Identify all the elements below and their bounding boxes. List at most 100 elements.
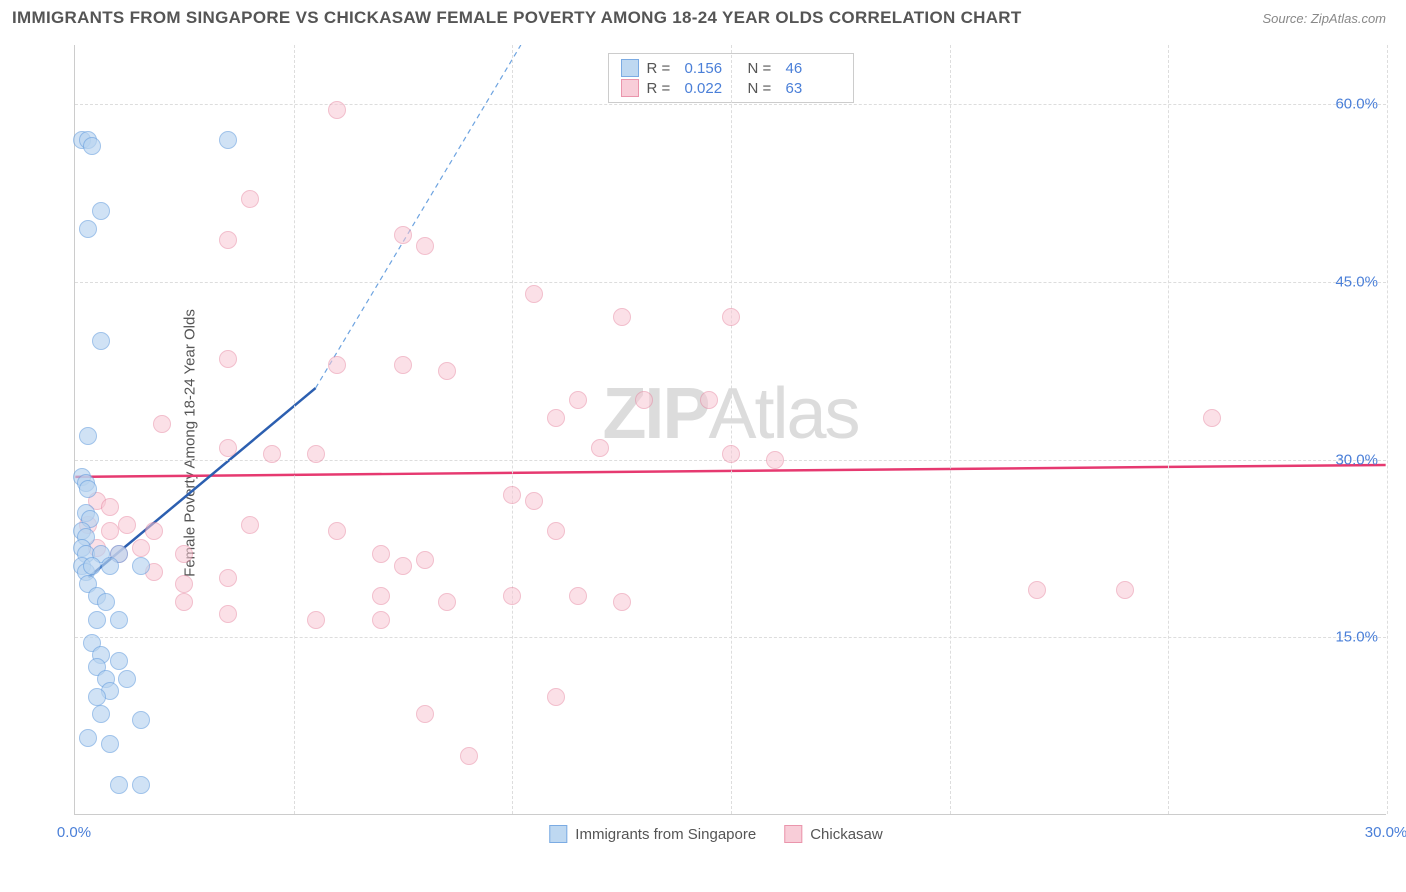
gridline-v — [1168, 45, 1169, 814]
source-label: Source: ZipAtlas.com — [1262, 11, 1386, 26]
swatch-series-2b — [784, 825, 802, 843]
legend-item-1: Immigrants from Singapore — [549, 825, 756, 843]
data-point — [722, 308, 740, 326]
data-point — [92, 332, 110, 350]
data-point — [569, 391, 587, 409]
data-point — [525, 285, 543, 303]
data-point — [79, 480, 97, 498]
data-point — [219, 605, 237, 623]
data-point — [263, 445, 281, 463]
data-point — [83, 557, 101, 575]
legend-label-1: Immigrants from Singapore — [575, 826, 756, 843]
data-point — [547, 522, 565, 540]
data-point — [219, 569, 237, 587]
data-point — [132, 776, 150, 794]
data-point — [145, 522, 163, 540]
data-point — [416, 705, 434, 723]
data-point — [97, 593, 115, 611]
data-point — [394, 356, 412, 374]
data-point — [1203, 409, 1221, 427]
y-tick: 30.0% — [1335, 451, 1378, 468]
data-point — [438, 362, 456, 380]
y-tick: 45.0% — [1335, 273, 1378, 290]
legend-label-2: Chickasaw — [810, 826, 883, 843]
data-point — [101, 498, 119, 516]
data-point — [591, 439, 609, 457]
data-point — [372, 587, 390, 605]
data-point — [416, 237, 434, 255]
data-point — [92, 202, 110, 220]
legend-item-2: Chickasaw — [784, 825, 883, 843]
gridline-v — [512, 45, 513, 814]
data-point — [416, 551, 434, 569]
data-point — [394, 557, 412, 575]
data-point — [1028, 581, 1046, 599]
x-tick-1: 30.0% — [1365, 824, 1406, 841]
gridline-v — [1387, 45, 1388, 814]
data-point — [328, 101, 346, 119]
chart-title: IMMIGRANTS FROM SINGAPORE VS CHICKASAW F… — [12, 8, 1022, 28]
data-point — [110, 776, 128, 794]
data-point — [79, 729, 97, 747]
data-point — [547, 688, 565, 706]
data-point — [460, 747, 478, 765]
data-point — [132, 557, 150, 575]
data-point — [328, 356, 346, 374]
data-point — [438, 593, 456, 611]
gridline-v — [294, 45, 295, 814]
x-tick-0: 0.0% — [57, 824, 91, 841]
data-point — [219, 231, 237, 249]
y-tick: 15.0% — [1335, 629, 1378, 646]
data-point — [219, 131, 237, 149]
data-point — [175, 545, 193, 563]
data-point — [635, 391, 653, 409]
data-point — [88, 688, 106, 706]
data-point — [613, 308, 631, 326]
data-point — [503, 486, 521, 504]
data-point — [92, 705, 110, 723]
data-point — [175, 593, 193, 611]
data-point — [722, 445, 740, 463]
data-point — [1116, 581, 1134, 599]
data-point — [241, 516, 259, 534]
data-point — [569, 587, 587, 605]
data-point — [372, 611, 390, 629]
data-point — [241, 190, 259, 208]
data-point — [766, 451, 784, 469]
data-point — [118, 516, 136, 534]
data-point — [110, 611, 128, 629]
data-point — [79, 220, 97, 238]
swatch-series-1 — [621, 59, 639, 77]
data-point — [547, 409, 565, 427]
data-point — [394, 226, 412, 244]
data-point — [83, 137, 101, 155]
data-point — [503, 587, 521, 605]
data-point — [101, 735, 119, 753]
data-point — [175, 575, 193, 593]
swatch-series-1b — [549, 825, 567, 843]
data-point — [88, 611, 106, 629]
swatch-series-2 — [621, 79, 639, 97]
data-point — [101, 557, 119, 575]
data-point — [219, 350, 237, 368]
data-point — [101, 522, 119, 540]
gridline-v — [950, 45, 951, 814]
data-point — [307, 611, 325, 629]
data-point — [700, 391, 718, 409]
data-point — [118, 670, 136, 688]
y-tick: 60.0% — [1335, 96, 1378, 113]
data-point — [525, 492, 543, 510]
data-point — [372, 545, 390, 563]
data-point — [79, 427, 97, 445]
gridline-v — [731, 45, 732, 814]
data-point — [110, 652, 128, 670]
data-point — [328, 522, 346, 540]
data-point — [153, 415, 171, 433]
header: IMMIGRANTS FROM SINGAPORE VS CHICKASAW F… — [0, 0, 1406, 36]
data-point — [613, 593, 631, 611]
legend-series: Immigrants from Singapore Chickasaw — [549, 825, 882, 843]
plot-area: ZIPAtlas R = 0.156 N = 46 R = 0.022 N = … — [74, 45, 1386, 815]
chart-container: Female Poverty Among 18-24 Year Olds ZIP… — [46, 40, 1386, 845]
data-point — [132, 539, 150, 557]
data-point — [307, 445, 325, 463]
